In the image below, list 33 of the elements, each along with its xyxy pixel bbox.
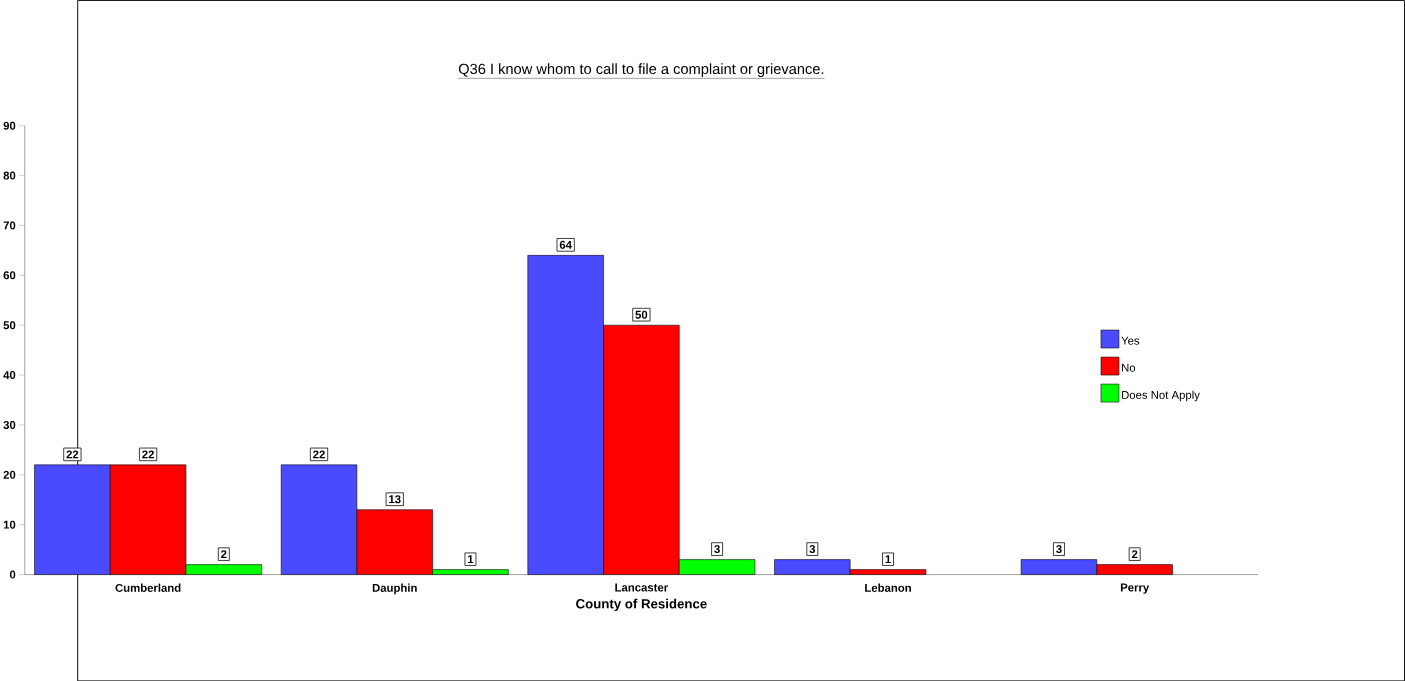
data-label: 3	[714, 544, 720, 553]
y-tick-label: 30	[3, 420, 16, 429]
x-tick-label: Lancaster	[615, 583, 668, 592]
y-tick-label: 10	[3, 520, 16, 529]
legend-label: Yes	[1121, 336, 1140, 345]
y-tick-label: 50	[3, 321, 16, 330]
data-label: 22	[313, 450, 325, 459]
data-label: 22	[66, 450, 79, 459]
data-label: 3	[809, 544, 816, 553]
data-label: 2	[1131, 549, 1138, 558]
y-tick-label: 40	[3, 370, 16, 379]
y-tick-label: 80	[3, 171, 16, 180]
chart-title: Q36 I know whom to call to file a complaint or grievance.	[458, 63, 824, 77]
x-tick-label: Lebanon	[865, 583, 911, 592]
data-label: 13	[389, 495, 401, 504]
data-label: 50	[635, 310, 648, 319]
data-label: 64	[559, 240, 572, 249]
y-tick-label: 20	[3, 470, 16, 479]
y-tick-label: 90	[3, 121, 16, 130]
y-tick-label: 70	[3, 221, 16, 230]
x-tick-label: Dauphin	[372, 583, 417, 594]
data-label: 3	[1056, 544, 1062, 553]
data-label: 1	[468, 555, 474, 563]
y-tick-label: 0	[9, 570, 16, 579]
data-label: 2	[221, 549, 227, 558]
legend-label: Does Not Apply	[1122, 390, 1200, 402]
y-tick-label: 60	[3, 271, 16, 280]
legend-label: No	[1122, 363, 1136, 372]
x-tick-label: Perry	[1120, 583, 1150, 594]
data-label: 22	[142, 450, 154, 459]
data-label: 1	[885, 555, 891, 563]
x-axis-title: County of Residence	[576, 598, 707, 611]
x-tick-label: Cumberland	[115, 583, 181, 592]
